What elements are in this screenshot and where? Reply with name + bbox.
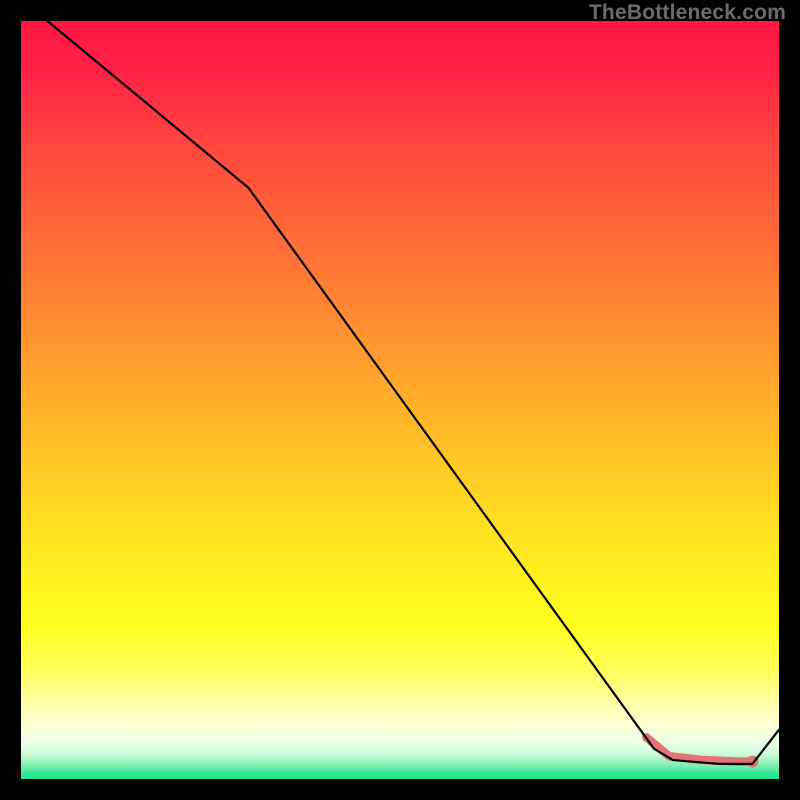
gradient-background [21, 21, 779, 779]
chart-canvas: TheBottleneck.com [0, 0, 800, 800]
chart-svg [21, 21, 779, 779]
watermark-text: TheBottleneck.com [589, 1, 786, 25]
plot-area [21, 21, 779, 779]
